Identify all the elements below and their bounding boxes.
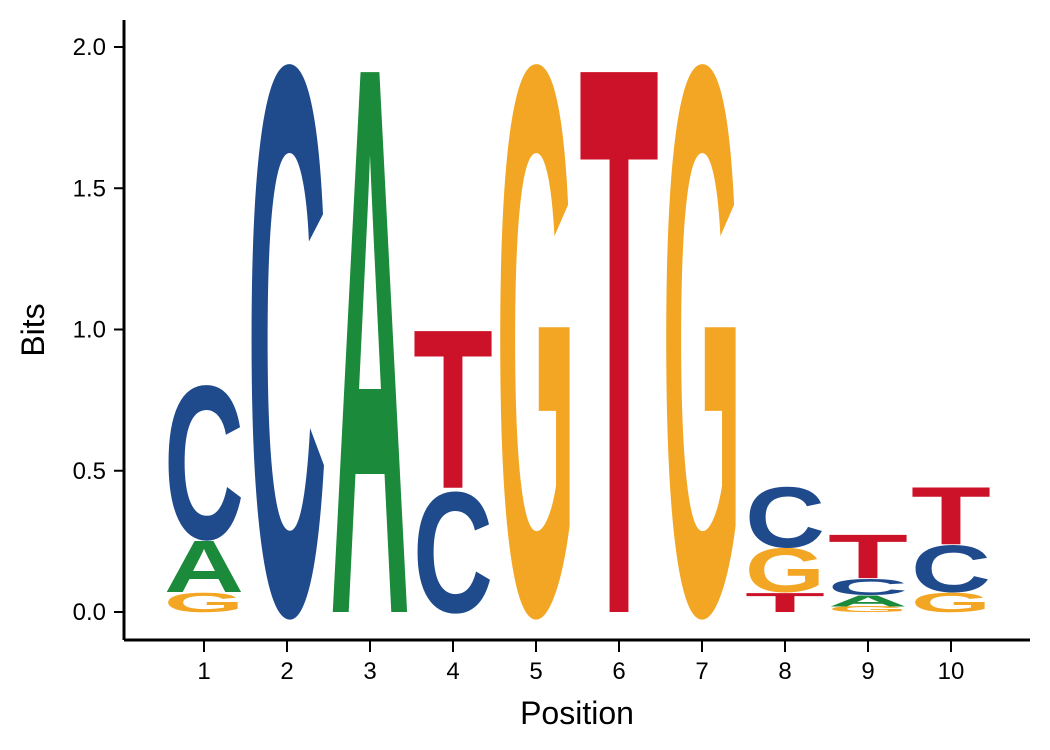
logo-letter-g: G: [745, 536, 825, 606]
y-tick-label: 1.0: [73, 317, 106, 344]
x-tick-label: 4: [446, 658, 459, 685]
logo-letter-t: T: [413, 283, 493, 537]
x-tick-label: 10: [938, 658, 965, 685]
y-tick-label: 2.0: [73, 34, 106, 61]
logo-letter-c: C: [828, 574, 908, 600]
x-tick-label: 3: [363, 658, 376, 685]
y-tick-label: 0.0: [73, 599, 106, 626]
logo-letter-t: T: [579, 0, 659, 750]
logo-letter-a: A: [330, 0, 410, 750]
y-axis-title: Bits: [15, 303, 51, 356]
logo-letter-g: G: [662, 0, 742, 750]
logo-letter-g: G: [164, 587, 244, 618]
logo-letter-g: G: [828, 605, 908, 614]
logo-letter-t: T: [745, 587, 825, 618]
logo-letter-a: A: [164, 526, 244, 609]
x-axis-title: Position: [520, 695, 634, 731]
logo-letter-g: G: [496, 0, 576, 750]
y-tick-label: 0.5: [73, 458, 106, 485]
logo-letter-t: T: [828, 521, 908, 591]
logo-letter-g: G: [911, 587, 991, 618]
y-axis-ticks: 0.0 0.5 1.0 1.5 2.0: [73, 34, 124, 626]
x-axis-ticks: 1 2 3 4 5 6 7 8 9 10: [197, 640, 964, 685]
y-tick-label: 1.5: [73, 175, 106, 202]
x-tick-label: 6: [612, 658, 625, 685]
x-tick-label: 8: [778, 658, 791, 685]
logo-letter-c: C: [164, 339, 244, 585]
logo-letter-c: C: [247, 0, 327, 750]
logo-letter-c: C: [745, 470, 825, 566]
logo-letter-a: A: [828, 592, 908, 610]
x-tick-label: 2: [280, 658, 293, 685]
logo-letter-c: C: [413, 456, 493, 649]
logo-letter-t: T: [911, 470, 991, 562]
x-tick-label: 1: [197, 658, 210, 685]
x-tick-label: 5: [529, 658, 542, 685]
x-tick-label: 7: [695, 658, 708, 685]
x-tick-label: 9: [861, 658, 874, 685]
logo-letter-c: C: [911, 532, 991, 606]
